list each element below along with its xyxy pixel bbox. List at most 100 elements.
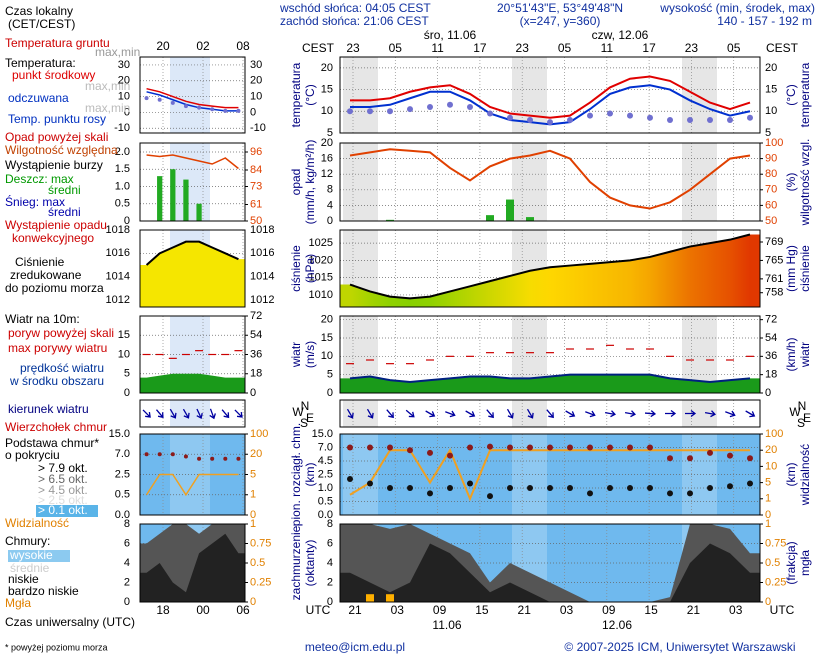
series-dot: [627, 444, 633, 451]
y-tick-label: 2: [327, 576, 333, 588]
y-tick-label: 6: [124, 537, 130, 549]
top-hour: 05: [389, 41, 403, 55]
series-dot: [210, 107, 215, 112]
series-bar: [366, 594, 374, 602]
legend-label: Wystąpienie opadu: [5, 218, 107, 232]
y2-tick-label: 10: [250, 90, 262, 102]
bottom-hour: 03: [391, 603, 405, 617]
y-axis-title: opad: [289, 169, 303, 196]
y2-tick-label: 769: [765, 236, 783, 248]
series-dot: [567, 444, 573, 451]
bottom-hour: 21: [518, 603, 532, 617]
y2-tick-label: 15: [765, 83, 777, 95]
y-tick-label: 1025: [309, 237, 333, 249]
panel-border: [339, 142, 761, 222]
y2-tick-label: 0: [250, 387, 256, 399]
night-band: [170, 400, 210, 427]
compass-e: E: [306, 411, 314, 425]
footnote: * powyżej poziomu morza: [5, 642, 108, 652]
y-tick-label: 2: [124, 576, 130, 588]
y-tick-label: -10: [114, 122, 130, 134]
y-tick-label: 1.5: [115, 163, 130, 175]
series-bar: [170, 169, 176, 221]
wind-arrow: [366, 408, 374, 419]
series-dot: [567, 116, 573, 123]
bottom-hour: 03: [560, 603, 574, 617]
series-dot: [467, 480, 473, 487]
panel: 0 2 4 6 8 0 0.25 0.5 0.75 1 Chmury:wysokieśrednien…: [5, 518, 271, 610]
y-tick-label: 20: [321, 314, 333, 326]
series-dot: [183, 104, 188, 109]
top-hour: 23: [516, 41, 530, 55]
series-bar: [386, 219, 394, 221]
y-tick-label: 0: [327, 387, 333, 399]
y-tick-label: 7.0: [318, 441, 333, 453]
series-area: [140, 241, 245, 307]
legend-label: prędkość wiatru: [20, 361, 104, 375]
y-tick-label: 0: [327, 596, 333, 608]
y-axis-title: (°C): [303, 84, 317, 105]
y-tick-label: 1015: [309, 272, 333, 284]
email[interactable]: meteo@icm.edu.pl: [305, 640, 405, 654]
wind-arrow: [234, 409, 243, 418]
y2-tick-label: 30: [250, 59, 262, 71]
y2-axis-title: (%): [784, 173, 798, 192]
top-hour: 11: [601, 41, 614, 55]
series-dot: [467, 103, 473, 110]
utc-caption: Czas uniwersalny (UTC): [5, 615, 135, 629]
wind-arrow: [142, 409, 151, 418]
wind-arrow: [221, 409, 230, 419]
compass-s: S: [300, 416, 308, 430]
panel: 0.0 0.51.0 2.54.5 7.015.0 0 1 5 10 20 100 pion. ro…: [289, 423, 812, 526]
y2-tick-label: 61: [250, 198, 262, 210]
y-tick-label: 12: [321, 168, 333, 180]
series-dot: [667, 490, 673, 497]
wind-arrow: [182, 408, 190, 419]
y-axis-title: wiatr: [289, 342, 303, 368]
bottom-hour: 15: [644, 603, 658, 617]
legend-label: max,min: [85, 79, 130, 93]
local-zone: (CET/CEST): [8, 17, 75, 31]
series-dot: [387, 485, 393, 491]
wind-arrow: [386, 409, 394, 419]
legend-label: średnie: [10, 561, 50, 575]
legend-label: Temp. punktu rosy: [8, 112, 106, 126]
y2-tick-label: 1016: [250, 247, 274, 259]
compass-w: W: [789, 405, 801, 419]
legend-label: odczuwana: [8, 91, 69, 105]
y2-axis-title: wiatr: [798, 342, 812, 368]
y2-tick-label: 50: [765, 215, 777, 227]
series-dot: [223, 456, 228, 461]
series-dot: [727, 483, 733, 490]
y2-tick-label: 1: [250, 489, 256, 501]
y-tick-label: 15: [321, 332, 333, 344]
bottom-hour: 15: [475, 603, 489, 617]
series-area: [140, 373, 245, 393]
left-top-hour: 20: [156, 39, 170, 53]
series-bar: [196, 203, 202, 221]
y-tick-label: 15.0: [109, 428, 130, 440]
night-band: [343, 57, 378, 133]
y2-tick-label: 0: [250, 106, 256, 118]
y-tick-label: 0.5: [318, 495, 333, 507]
y-axis-title: (km): [303, 463, 317, 487]
series-dot: [667, 116, 673, 123]
label-bg: [36, 505, 98, 517]
series-dot: [367, 480, 373, 487]
series-dot: [647, 485, 653, 491]
series-dot: [547, 444, 553, 451]
y2-tick-label: 1: [765, 493, 771, 505]
bottom-hour: 03: [729, 603, 743, 617]
y2-tick-label: 80: [765, 168, 777, 180]
series-dot: [387, 108, 393, 115]
y2-tick-label: 0: [250, 509, 256, 521]
y2-tick-label: 54: [250, 329, 262, 341]
y2-tick-label: 0.5: [250, 557, 265, 569]
y2-tick-label: 1012: [250, 294, 274, 306]
panel-border: [339, 315, 761, 394]
